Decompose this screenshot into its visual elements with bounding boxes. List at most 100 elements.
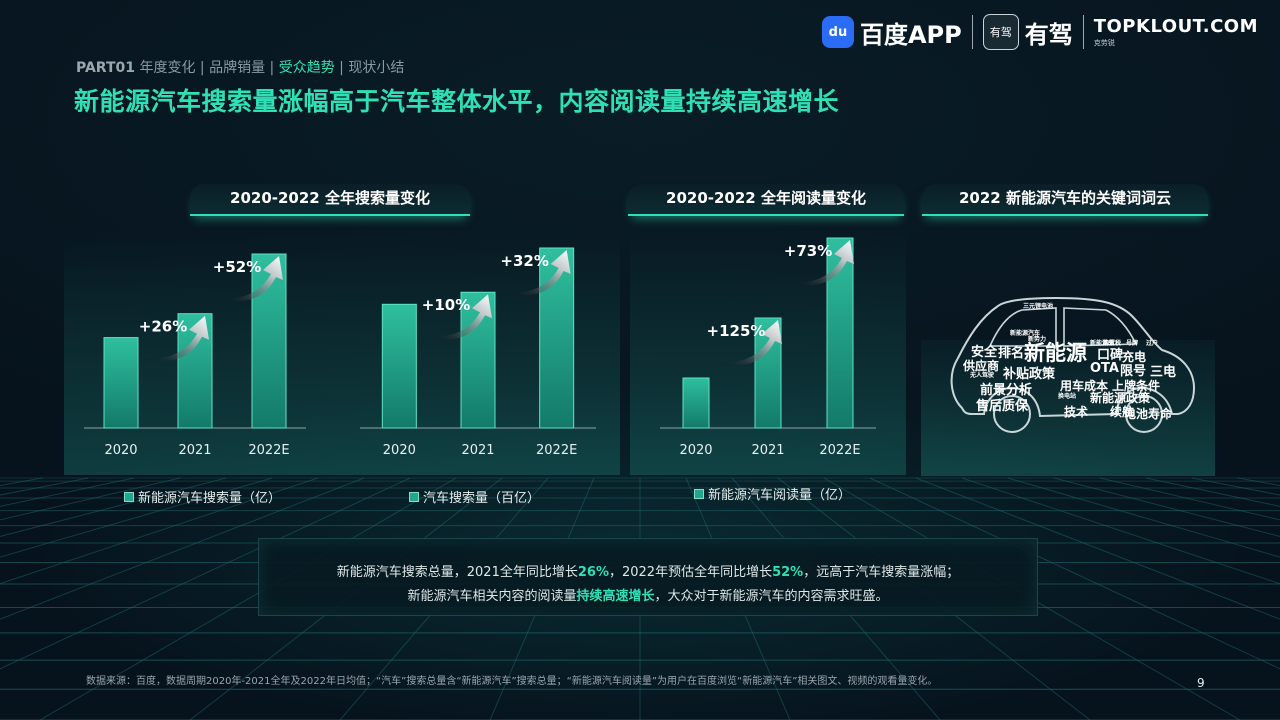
- summary-line-2: 新能源汽车相关内容的阅读量持续高速增长，大众对于新能源汽车的内容需求旺盛。: [259, 585, 1037, 609]
- word-cloud-term: 新能源政策: [1090, 391, 1151, 405]
- legend-swatch: [694, 488, 704, 499]
- growth-label: +32%: [500, 252, 548, 270]
- car-search-chart: 2020 2021 2022E +10% +32%: [360, 247, 596, 458]
- new-energy-read-chart: 2020 2021 2022E +125% +73%: [660, 237, 876, 458]
- partner-logos: du 百度APP 有驾 有驾 TOPKLOUT.COM 克劳锐: [821, 12, 1258, 52]
- word-cloud-term: 三元锂电池: [1023, 303, 1054, 310]
- growth-arrow: [788, 240, 854, 286]
- page-title: 新能源汽车搜索量涨幅高于汽车整体水平，内容阅读量持续高速增长: [74, 87, 840, 116]
- x-tick-label: 2021: [751, 443, 784, 458]
- breadcrumb-item[interactable]: 年度变化: [139, 60, 196, 76]
- breadcrumb-separator: |: [199, 60, 205, 76]
- word-cloud-term: 用车成本: [1060, 379, 1109, 393]
- breadcrumb-item[interactable]: 品牌销量: [209, 60, 266, 76]
- bar: [682, 377, 710, 429]
- summary-text: 新能源汽车相关内容的阅读量: [407, 589, 577, 604]
- word-cloud-term: 限号: [1120, 364, 1147, 379]
- x-tick-label: 2021: [461, 443, 494, 458]
- x-tick-label: 2021: [178, 443, 211, 458]
- growth-arrow: [217, 256, 283, 302]
- x-tick-label: 2020: [679, 443, 712, 458]
- word-cloud-term: 充电: [1122, 350, 1147, 364]
- legend-label: 新能源汽车阅读量（亿）: [708, 488, 852, 503]
- topklout-logo: TOPKLOUT.COM 克劳锐: [1094, 16, 1258, 48]
- word-cloud-term: 售后质保: [976, 399, 1029, 414]
- read-section-title: 2020-2022 全年阅读量变化: [628, 184, 904, 216]
- word-cloud-term: 新能源: [1024, 341, 1087, 365]
- legend-car-search: 汽车搜索量（百亿）: [409, 487, 540, 506]
- baidu-paw-icon: du: [821, 16, 854, 48]
- summary-highlight: 52%: [772, 565, 804, 580]
- summary-highlight: 26%: [577, 565, 609, 580]
- youjia-icon: 有驾: [982, 14, 1019, 50]
- search-section-title: 2020-2022 全年搜索量变化: [190, 184, 470, 216]
- x-tick-label: 2022E: [248, 443, 289, 458]
- word-cloud-term: 号牌: [1126, 340, 1139, 347]
- growth-arrow: [426, 294, 492, 340]
- word-cloud-term: 口碑: [1097, 348, 1124, 363]
- new-energy-search-chart: 2020 2021 2022E +26% +52%: [84, 253, 306, 458]
- summary-text: ，远高于汽车搜索量涨幅；: [803, 565, 960, 580]
- summary-box: 新能源汽车搜索总量，2021全年同比增长26%，2022年预估全年同比增长52%…: [258, 538, 1038, 616]
- x-tick-label: 2020: [104, 443, 137, 458]
- bar: [103, 337, 139, 429]
- growth-arrow: [504, 250, 571, 296]
- word-cloud-term: 新能源车: [1090, 340, 1115, 347]
- word-cloud-term: 补贴政策: [1003, 367, 1056, 382]
- word-cloud-term: 换电站: [1058, 393, 1077, 400]
- legend-swatch: [409, 491, 419, 502]
- word-cloud-term: 新势力: [1028, 336, 1047, 343]
- summary-text: ，2022年预估全年同比增长: [608, 565, 773, 580]
- topklout-logo-text: TOPKLOUT.COM: [1093, 16, 1258, 37]
- breadcrumb-part: PART01: [76, 60, 135, 76]
- data-source-note: 数据来源：百度，数据周期2020年-2021全年及2022年日均值；“汽车”搜索…: [86, 676, 938, 687]
- word-cloud-term: 技术: [1064, 405, 1089, 419]
- word-cloud-term: 上牌条件: [1112, 379, 1161, 393]
- car-outline-icon: [950, 296, 1196, 433]
- word-cloud-term: 新能源汽车: [1010, 330, 1041, 337]
- x-tick-label: 2022E: [536, 443, 577, 458]
- page-number: 9: [1197, 676, 1205, 690]
- word-cloud-term: 续航: [1110, 405, 1135, 419]
- summary-line-1: 新能源汽车搜索总量，2021全年同比增长26%，2022年预估全年同比增长52%…: [259, 561, 1037, 585]
- x-tick-label: 2020: [383, 443, 416, 458]
- bar: [381, 303, 417, 429]
- baidu-app-logo-text: 百度APP: [859, 20, 962, 49]
- breadcrumb: PART01 年度变化 | 品牌销量 | 受众趋势 | 现状小结: [76, 57, 404, 77]
- topklout-logo-subtext: 克劳锐: [1093, 39, 1115, 47]
- word-cloud-panel: [921, 340, 1215, 476]
- growth-arrow: [716, 320, 782, 366]
- breadcrumb-separator: |: [339, 60, 344, 76]
- breadcrumb-item-active[interactable]: 受众趋势: [278, 60, 335, 76]
- search-chart-panel: [64, 232, 620, 475]
- growth-arrow: [143, 315, 209, 361]
- summary-text: 新能源汽车搜索总量，2021全年同比增长: [336, 565, 578, 580]
- word-cloud-term: 供应商: [963, 359, 1000, 373]
- word-cloud-term: 过户: [1146, 340, 1159, 347]
- word-cloud-term: 三电: [1150, 365, 1177, 380]
- growth-label: +52%: [213, 258, 261, 276]
- word-cloud-term: 排名: [998, 346, 1025, 361]
- breadcrumb-item[interactable]: 现状小结: [348, 60, 405, 76]
- word-cloud-term: 电池寿命: [1124, 407, 1173, 421]
- summary-highlight: 持续高速增长: [576, 589, 655, 604]
- breadcrumb-separator: |: [269, 60, 275, 76]
- word-cloud-term: OTA: [1090, 361, 1119, 376]
- growth-label: +125%: [707, 322, 766, 340]
- summary-text: ，大众对于新能源汽车的内容需求旺盛。: [654, 589, 889, 604]
- legend-swatch: [124, 491, 134, 502]
- cloud-section-title: 2022 新能源汽车的关键词词云: [922, 184, 1208, 216]
- word-cloud-term: 无人驾驶: [970, 372, 995, 379]
- legend-new-energy-read: 新能源汽车阅读量（亿）: [694, 484, 851, 503]
- logo-divider: [1082, 15, 1084, 49]
- word-cloud-term: 购置税: [1103, 340, 1122, 347]
- legend-new-energy-search: 新能源汽车搜索量（亿）: [124, 487, 281, 506]
- legend-label: 汽车搜索量（百亿）: [423, 491, 541, 506]
- x-tick-label: 2022E: [819, 443, 860, 458]
- word-cloud-term: 前景分析: [980, 383, 1033, 398]
- youjia-logo-text: 有驾: [1024, 20, 1073, 49]
- word-cloud-term: 安全: [971, 345, 998, 360]
- legend-label: 新能源汽车搜索量（亿）: [138, 491, 282, 506]
- growth-label: +73%: [784, 242, 832, 260]
- growth-label: +26%: [139, 318, 187, 336]
